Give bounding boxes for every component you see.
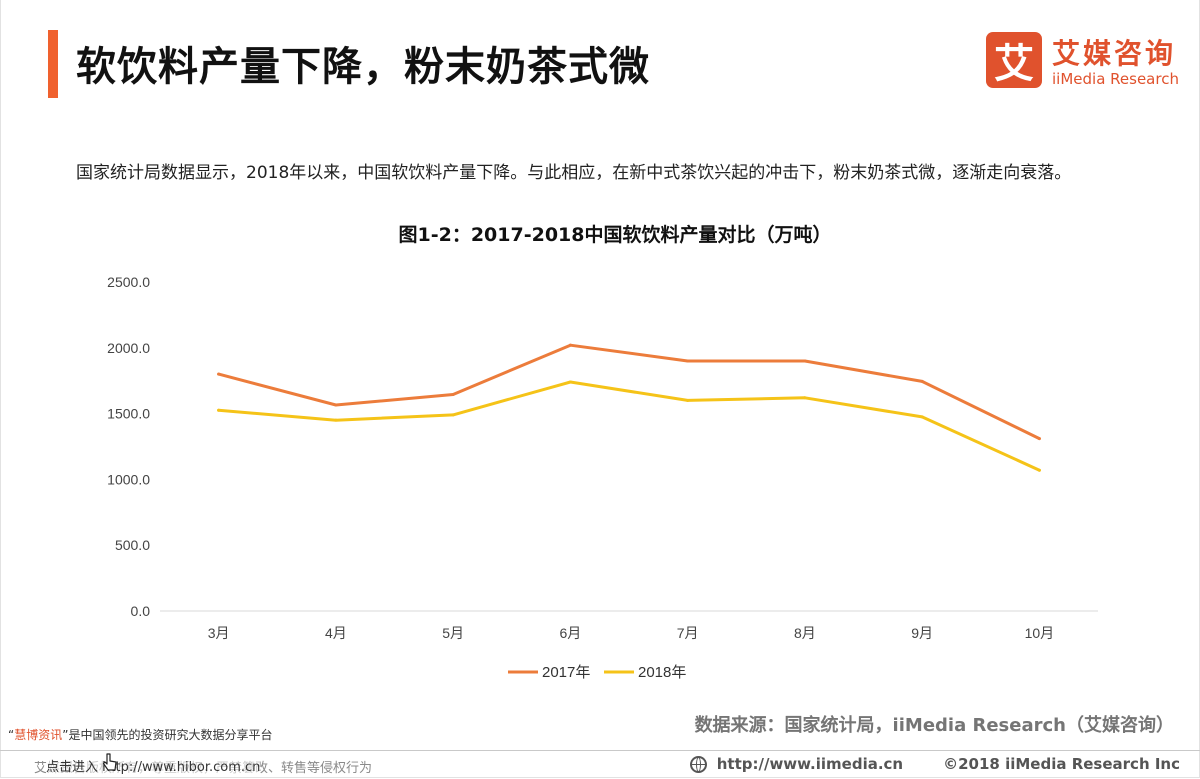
logo-mark-icon: 艾 <box>986 32 1042 88</box>
data-point <box>451 413 455 417</box>
slide-title: 软饮料产量下降，粉末奶茶式微 <box>76 44 650 90</box>
data-point <box>568 380 572 384</box>
data-point <box>920 379 924 383</box>
data-point <box>1037 437 1041 441</box>
legend-label: 2018年 <box>638 664 686 681</box>
iimedia-logo: 艾 艾媒咨询 iiMedia Research <box>986 32 1186 92</box>
platform-note-close-quote: ” <box>62 728 69 742</box>
logo-name-en: iiMedia Research <box>1052 70 1179 88</box>
platform-note: “慧博资讯”是中国领先的投资研究大数据分享平台 <box>8 726 272 743</box>
x-tick-label: 10月 <box>1025 625 1055 641</box>
data-point <box>217 408 221 412</box>
globe-icon <box>689 755 707 773</box>
platform-note-open-quote: “ <box>8 728 15 742</box>
platform-note-rest: 是中国领先的投资研究大数据分享平台 <box>68 728 273 742</box>
footer-right: http://www.iimedia.cn ©2018 iiMedia Rese… <box>689 755 1180 773</box>
x-axis-ticks: 3月 4月 5月 6月 7月 8月 9月 10月 <box>208 625 1054 641</box>
x-tick-label: 6月 <box>559 625 581 641</box>
legend-label: 2017年 <box>542 664 590 681</box>
copyright-text: ©2018 iiMedia Research Inc <box>943 755 1180 773</box>
x-tick-label: 9月 <box>911 625 933 641</box>
line-chart: 0.0 500.0 1000.0 1500.0 2000.0 2500.0 3月 4月 5月 6… <box>107 274 1098 681</box>
chart-legend: 2017年 2018年 <box>508 664 686 681</box>
data-point <box>803 396 807 400</box>
data-point <box>686 359 690 363</box>
hand-cursor-icon <box>102 753 117 771</box>
series-line <box>217 343 1041 441</box>
data-point <box>451 393 455 397</box>
chart-series <box>217 343 1041 472</box>
intro-text: 国家统计局数据显示，2018年以来，中国软饮料产量下降。与此相应，在新中式茶饮兴… <box>76 163 1072 183</box>
x-tick-label: 4月 <box>325 625 347 641</box>
x-tick-label: 3月 <box>208 625 230 641</box>
data-point <box>568 343 572 347</box>
x-tick-label: 8月 <box>794 625 816 641</box>
website-link[interactable]: http://www.iimedia.cn <box>716 755 904 773</box>
y-tick-label: 2500.0 <box>107 274 150 290</box>
data-point <box>217 372 221 376</box>
title-accent-bar <box>48 30 58 98</box>
x-tick-label: 7月 <box>677 625 699 641</box>
data-point <box>334 403 338 407</box>
y-axis-ticks: 0.0 500.0 1000.0 1500.0 2000.0 2500.0 <box>107 274 150 619</box>
platform-note-highlight: 慧博资讯 <box>14 728 63 742</box>
data-point <box>686 398 690 402</box>
footer-divider <box>0 750 1200 751</box>
chart-title: 图1-2：2017-2018中国软饮料产量对比（万吨） <box>398 224 832 246</box>
series-line <box>217 380 1041 472</box>
data-point <box>803 359 807 363</box>
data-point <box>920 415 924 419</box>
y-tick-label: 2000.0 <box>107 340 150 356</box>
data-source: 数据来源：国家统计局，iiMedia Research（艾媒咨询） <box>694 715 1174 736</box>
y-tick-label: 0.0 <box>131 603 151 619</box>
logo-name-cn: 艾媒咨询 <box>1052 37 1177 70</box>
y-tick-label: 500.0 <box>115 537 150 553</box>
hibor-entry-link[interactable]: 点击进入 http://www.hibor.com.cn <box>46 756 261 775</box>
data-point <box>334 418 338 422</box>
y-tick-label: 1500.0 <box>107 406 150 422</box>
y-tick-label: 1000.0 <box>107 471 150 487</box>
x-tick-label: 5月 <box>442 625 464 641</box>
data-point <box>1037 468 1041 472</box>
